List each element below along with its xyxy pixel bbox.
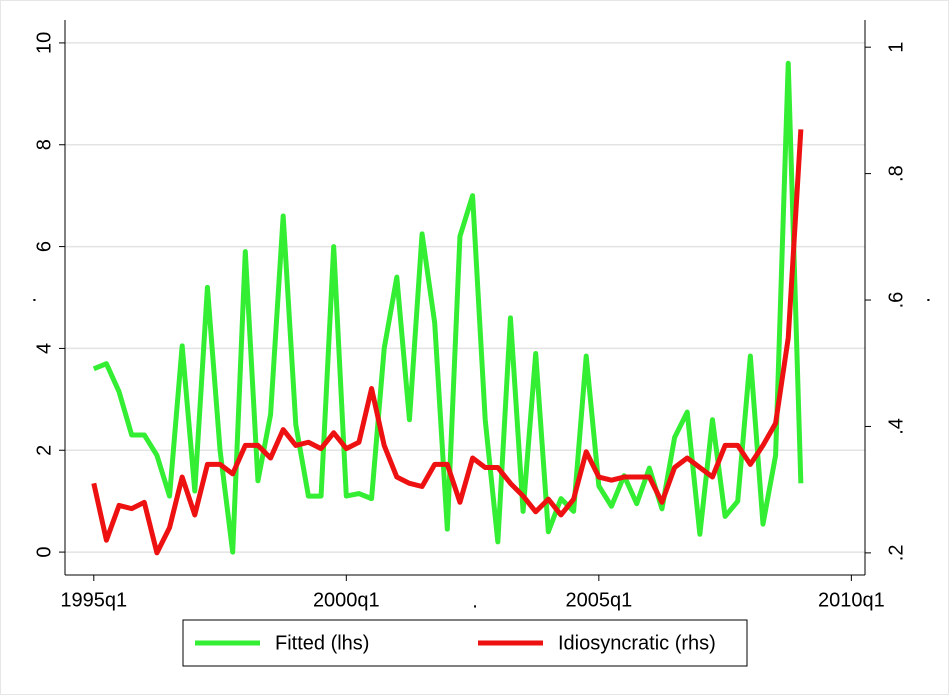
y2-tick-label: .4 xyxy=(885,418,907,435)
y-tick-label: 4 xyxy=(33,343,55,354)
y2-tick-label: 1 xyxy=(885,42,907,53)
y-tick-label: 8 xyxy=(33,139,55,150)
x-tick-label: 2010q1 xyxy=(818,589,885,611)
y-tick-label: 6 xyxy=(33,241,55,252)
y2-tick-label: .6 xyxy=(885,292,907,309)
y-tick-label: 2 xyxy=(33,445,55,456)
y-tick-label: 10 xyxy=(33,32,55,54)
y2-tick-label: .8 xyxy=(885,165,907,182)
y-tick-label: 0 xyxy=(33,547,55,558)
x-tick-label: 2000q1 xyxy=(313,589,380,611)
x-axis-title: . xyxy=(472,590,478,612)
legend-box xyxy=(182,619,748,667)
x-tick-label: 2005q1 xyxy=(565,589,632,611)
y-axis-title: . xyxy=(18,297,40,303)
y2-tick-label: .2 xyxy=(885,545,907,562)
legend-label: Idiosyncratic (rhs) xyxy=(558,632,716,654)
series-line xyxy=(92,60,804,555)
series-line xyxy=(91,129,804,556)
y2-axis-title: . xyxy=(912,297,934,303)
legend-label: Fitted (lhs) xyxy=(275,632,369,654)
x-tick-label: 1995q1 xyxy=(60,589,127,611)
